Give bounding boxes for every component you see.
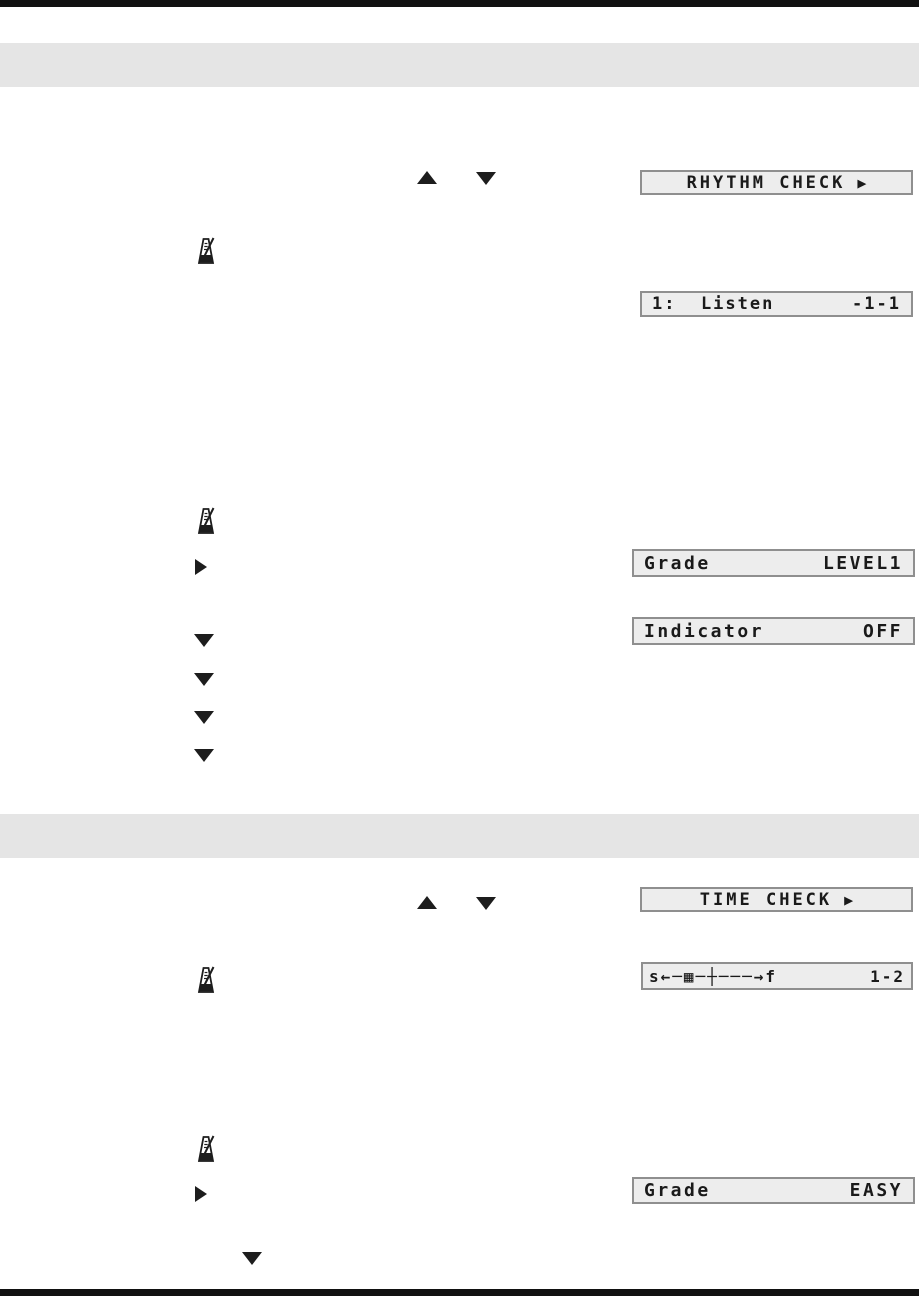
down-step-icon: [242, 1252, 262, 1265]
lcd-display-grade-level: Grade LEVEL1: [632, 549, 915, 577]
down-arrow-icon: [476, 897, 496, 910]
metronome-icon: [197, 966, 215, 993]
down-step-icon: [194, 749, 214, 762]
down-arrow-icon: [476, 172, 496, 185]
lcd-cursor-arrow-icon: ▶: [844, 890, 854, 909]
lcd-cursor-arrow-icon: ▶: [857, 173, 867, 192]
lcd-display-rhythm-check: RHYTHM CHECK ▶: [640, 170, 913, 195]
bottom-border-bar: [0, 1289, 919, 1296]
up-arrow-icon: [417, 171, 437, 184]
lcd-display-grade-easy: Grade EASY: [632, 1177, 915, 1204]
lcd-meter-scale: s←─▦─┼───→f: [649, 966, 777, 986]
lcd-display-indicator: Indicator OFF: [632, 617, 915, 645]
lcd-display-time-check: TIME CHECK ▶: [640, 887, 913, 912]
down-step-icon: [194, 673, 214, 686]
lcd-text: TIME CHECK: [699, 889, 833, 910]
lcd-text-left: Grade: [644, 552, 711, 574]
up-arrow-icon: [417, 896, 437, 909]
top-border-bar: [0, 0, 919, 7]
section-header-bar-rhythm-check: [0, 43, 919, 87]
metronome-icon: [197, 237, 215, 264]
down-step-icon: [194, 711, 214, 724]
metronome-icon: [197, 507, 215, 534]
metronome-icon: [197, 1135, 215, 1162]
lcd-text-right: EASY: [849, 1180, 903, 1201]
down-step-icon: [194, 634, 214, 647]
lcd-text-left: Grade: [644, 1180, 711, 1201]
lcd-text-left: Indicator: [644, 620, 765, 642]
lcd-display-timing-meter: s←─▦─┼───→f 1-2: [641, 962, 913, 990]
lcd-text-left: 1: Listen: [652, 294, 775, 314]
lcd-meter-beat: 1-2: [870, 966, 905, 986]
lcd-text-right: LEVEL1: [822, 552, 903, 574]
play-step-icon: [195, 1186, 207, 1202]
lcd-text-right: OFF: [862, 620, 903, 642]
lcd-text: RHYTHM CHECK: [686, 172, 846, 193]
section-header-bar-time-check: [0, 814, 919, 858]
lcd-text-right: -1-1: [852, 294, 901, 314]
lcd-display-song-listen: 1: Listen -1-1: [640, 291, 913, 317]
play-step-icon: [195, 559, 207, 575]
